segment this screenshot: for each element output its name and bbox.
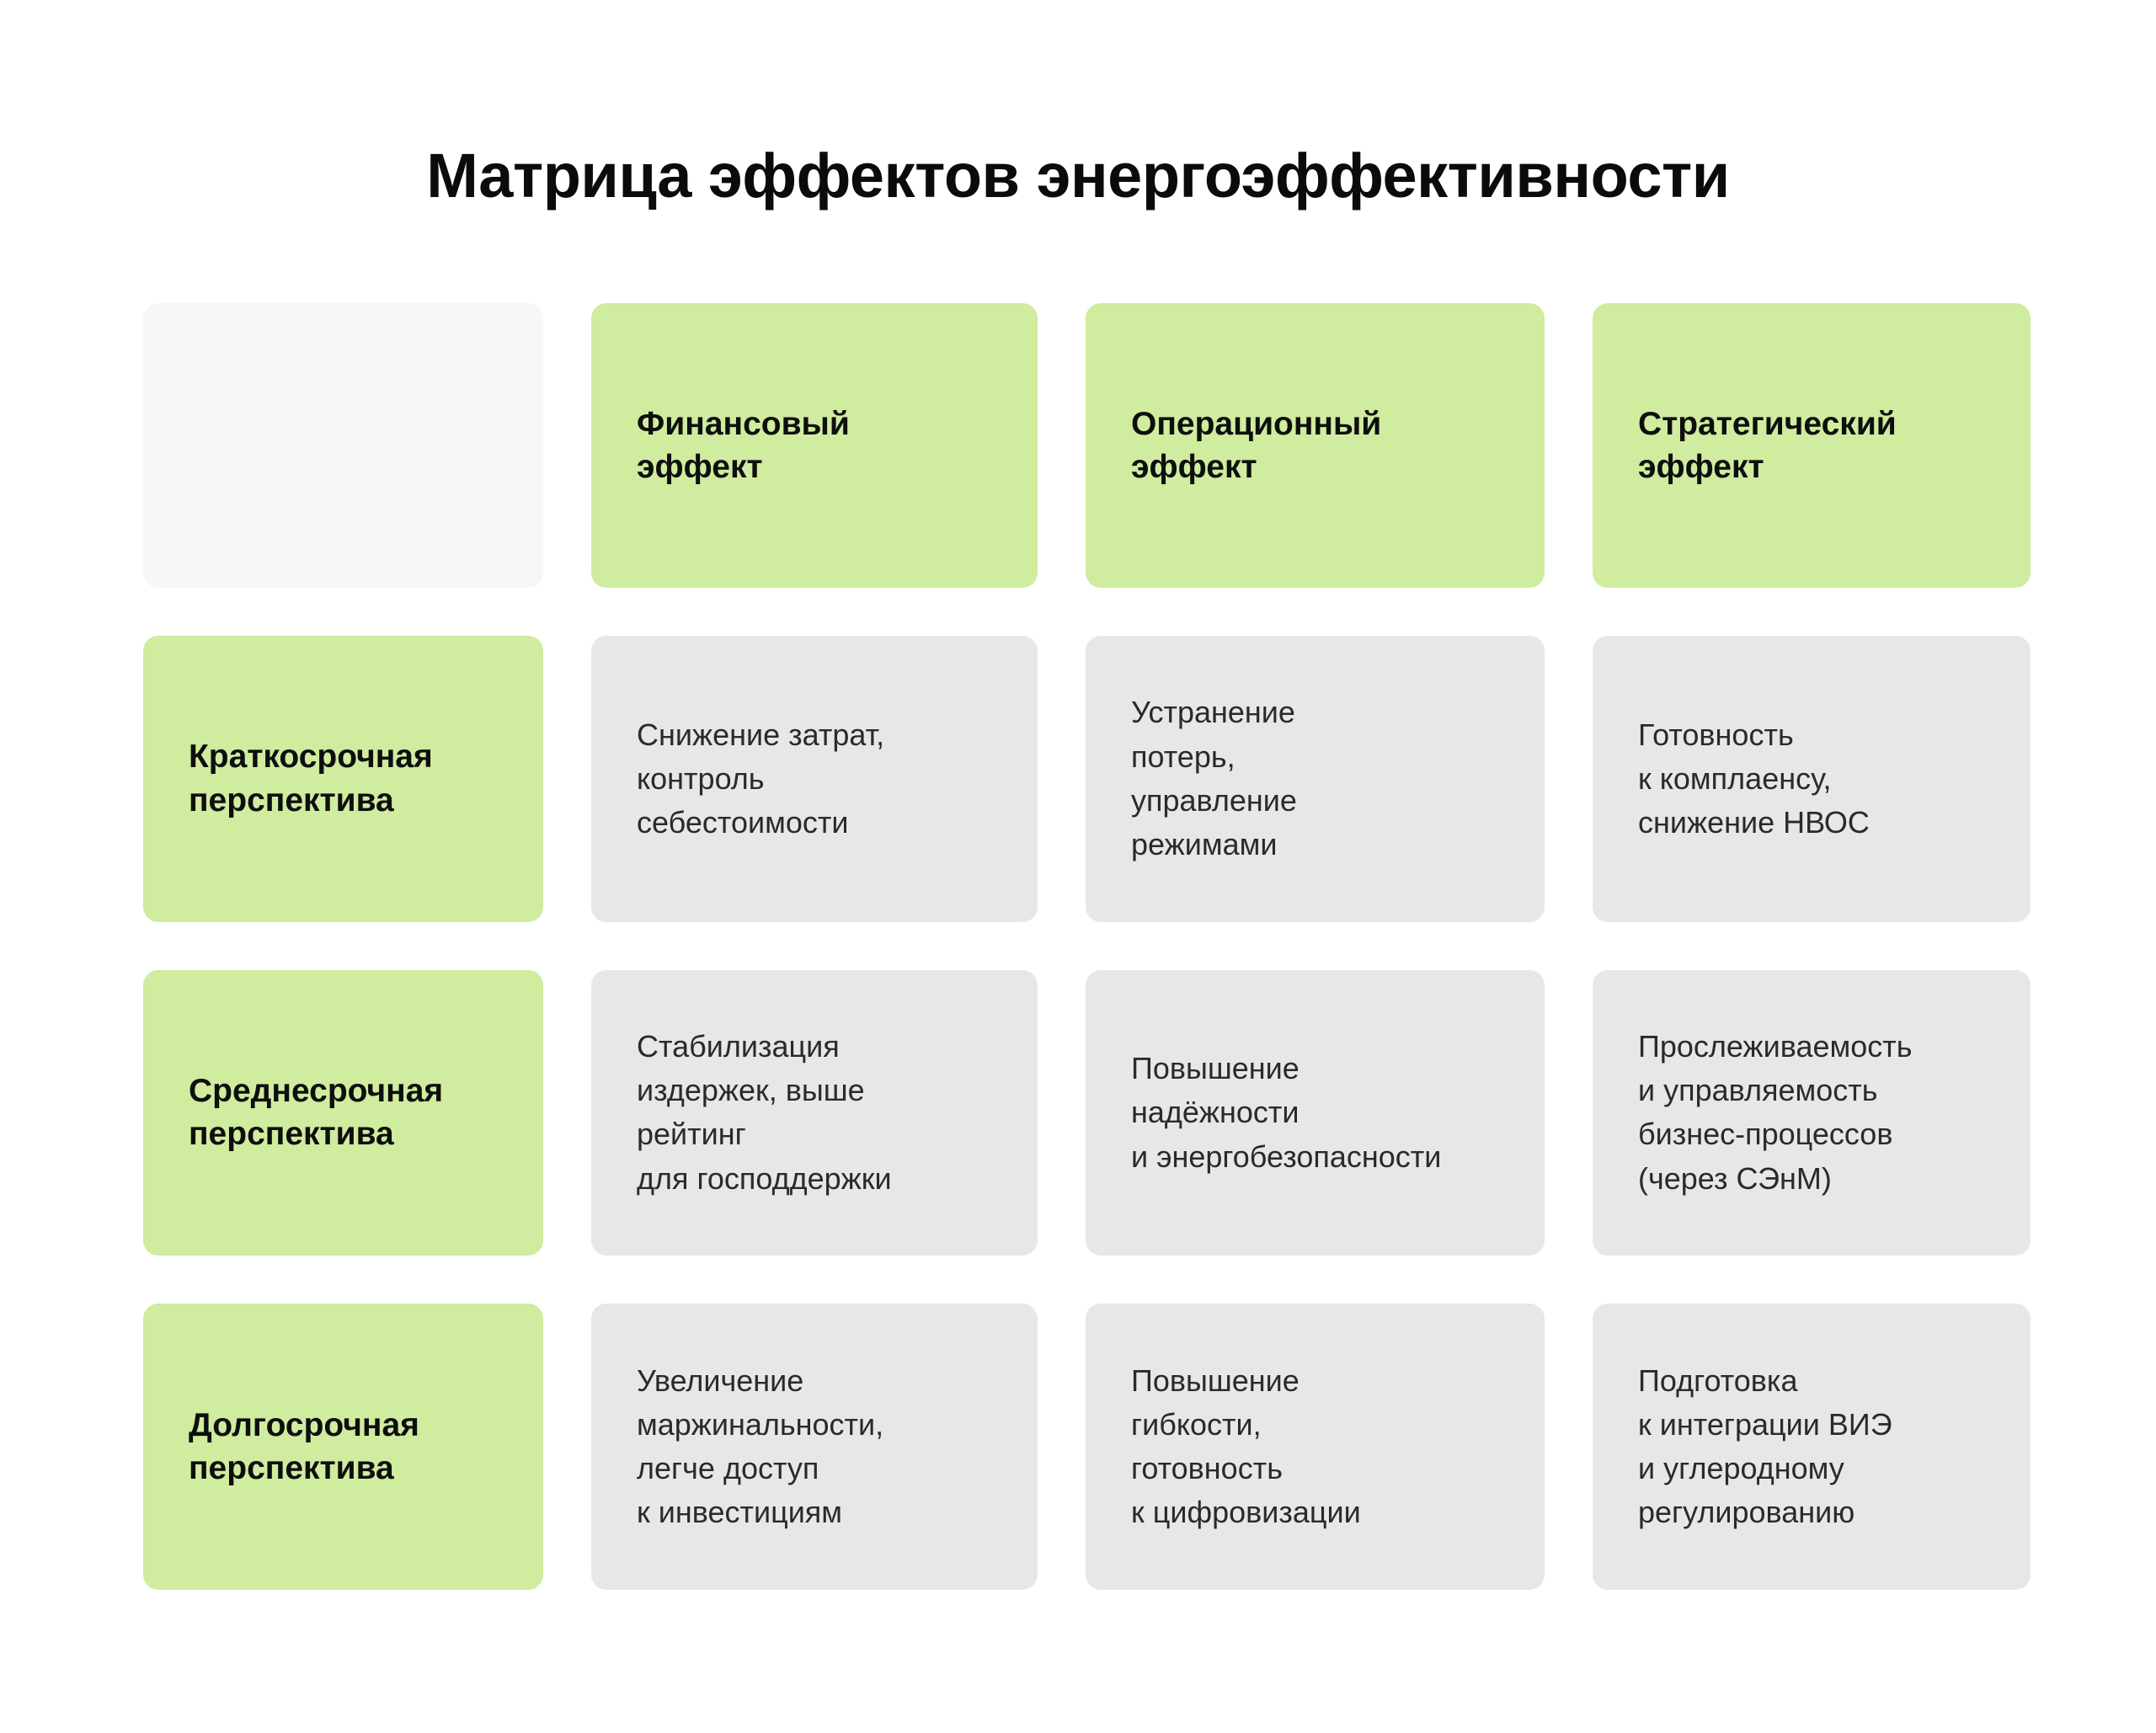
column-header-operational: Операционный эффект <box>1086 303 1545 588</box>
matrix-corner-cell <box>143 303 543 588</box>
cell-text: Увеличение маржинальности, легче доступ … <box>637 1362 884 1530</box>
cell-mid-term-operational: Повышение надёжности и энергобезопасност… <box>1086 969 1545 1256</box>
column-header-label: Операционный эффект <box>1131 405 1382 485</box>
row-header-short-term: Краткосрочная перспектива <box>143 636 543 922</box>
effects-matrix: Финансовый эффект Операционный эффект Ст… <box>143 303 2031 1590</box>
column-header-financial: Финансовый эффект <box>591 303 1038 588</box>
row-header-label: Долгосрочная перспектива <box>189 1406 419 1487</box>
page-title: Матрица эффектов энергоэффективности <box>426 140 1730 211</box>
cell-short-term-strategic: Готовность к комплаенсу, снижение НВОС <box>1593 636 2031 922</box>
column-header-label: Финансовый эффект <box>637 405 850 485</box>
cell-short-term-operational: Устранение потерь, управление режимами <box>1086 636 1545 922</box>
cell-long-term-operational: Повышение гибкости, готовность к цифрови… <box>1086 1304 1545 1590</box>
row-header-mid-term: Среднесрочная перспектива <box>143 969 543 1256</box>
row-header-long-term: Долгосрочная перспектива <box>143 1304 543 1590</box>
cell-short-term-financial: Снижение затрат, контроль себестоимости <box>591 636 1038 922</box>
cell-text: Устранение потерь, управление режимами <box>1131 695 1297 862</box>
row-header-label: Среднесрочная перспектива <box>189 1073 444 1153</box>
cell-long-term-strategic: Подготовка к интеграции ВИЭ и углеродном… <box>1593 1304 2031 1590</box>
column-header-strategic: Стратегический эффект <box>1593 303 2031 588</box>
column-header-label: Стратегический эффект <box>1638 405 1897 485</box>
cell-text: Готовность к комплаенсу, снижение НВОС <box>1638 717 1870 840</box>
cell-text: Прослеживаемость и управляемость бизнес-… <box>1638 1029 1913 1196</box>
cell-text: Повышение надёжности и энергобезопасност… <box>1131 1051 1442 1174</box>
cell-mid-term-strategic: Прослеживаемость и управляемость бизнес-… <box>1593 969 2031 1256</box>
cell-text: Снижение затрат, контроль себестоимости <box>637 717 885 840</box>
cell-text: Стабилизация издержек, выше рейтинг для … <box>637 1029 892 1196</box>
cell-long-term-financial: Увеличение маржинальности, легче доступ … <box>591 1304 1038 1590</box>
cell-text: Подготовка к интеграции ВИЭ и углеродном… <box>1638 1362 1892 1530</box>
cell-mid-term-financial: Стабилизация издержек, выше рейтинг для … <box>591 969 1038 1256</box>
cell-text: Повышение гибкости, готовность к цифрови… <box>1131 1362 1361 1530</box>
row-header-label: Краткосрочная перспектива <box>189 739 433 819</box>
